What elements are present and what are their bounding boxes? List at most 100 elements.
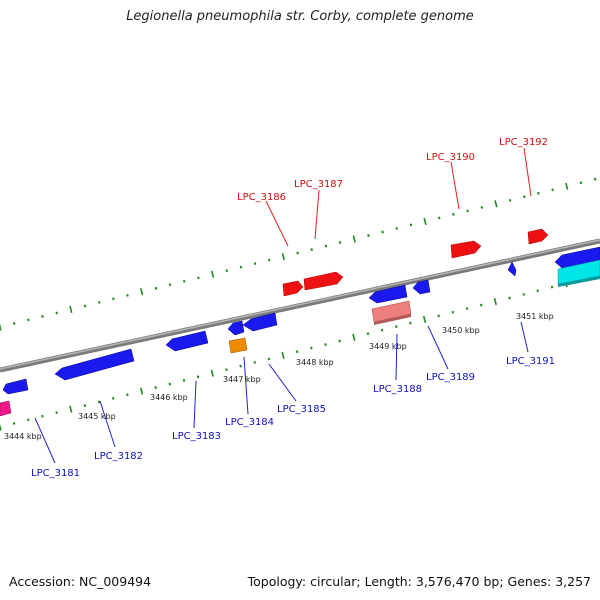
scale-label: 3449 kbp bbox=[369, 342, 407, 351]
gene-arrow-lpc-3190 bbox=[450, 240, 482, 259]
scale-label: 3447 kbp bbox=[223, 375, 261, 384]
minor-tick bbox=[452, 212, 455, 216]
minor-tick bbox=[27, 418, 30, 422]
minor-tick bbox=[154, 286, 158, 290]
minor-tick bbox=[508, 296, 511, 300]
genome-backbone-highlight bbox=[0, 239, 600, 370]
minor-tick bbox=[239, 364, 242, 368]
minor-tick bbox=[126, 293, 129, 297]
minor-tick bbox=[253, 262, 257, 266]
minor-tick bbox=[27, 318, 30, 322]
minor-tick bbox=[126, 393, 129, 397]
feature-magenta bbox=[0, 400, 12, 417]
gene-arrow-lpc-3192 bbox=[527, 228, 549, 245]
major-tick bbox=[281, 351, 285, 359]
gene-arrow-lpc-3187 bbox=[303, 271, 344, 291]
gene-arrow-lpc-3181 bbox=[2, 378, 29, 395]
minor-tick bbox=[83, 404, 87, 407]
forward-leader-lines bbox=[265, 147, 532, 247]
gene-arrow-lpc-3184 bbox=[227, 320, 245, 336]
minor-tick bbox=[536, 289, 540, 293]
major-tick bbox=[210, 270, 215, 278]
forward-genes bbox=[282, 228, 549, 297]
leader-lpc-3190 bbox=[450, 161, 460, 210]
minor-tick bbox=[380, 328, 384, 332]
minor-tick bbox=[579, 181, 583, 185]
scale-label: 3451 kbp bbox=[516, 312, 554, 321]
minor-tick bbox=[83, 304, 87, 308]
major-tick bbox=[0, 323, 2, 331]
gene-arrow-lpc-3188 bbox=[368, 284, 408, 304]
minor-tick bbox=[451, 310, 455, 314]
genome-backbone bbox=[0, 238, 600, 373]
minor-tick bbox=[537, 191, 540, 195]
gene-label-lpc-3182: LPC_3182 bbox=[94, 451, 143, 462]
scale-label: 3448 kbp bbox=[296, 358, 334, 367]
minor-tick bbox=[409, 321, 412, 325]
minor-tick bbox=[267, 357, 271, 361]
gene-label-lpc-3191: LPC_3191 bbox=[506, 356, 555, 367]
minor-tick bbox=[466, 209, 469, 213]
major-tick bbox=[69, 305, 73, 313]
major-tick bbox=[493, 297, 497, 306]
minor-tick bbox=[523, 195, 526, 199]
scale-label: 3446 kbp bbox=[150, 393, 188, 402]
leader-lpc-3183 bbox=[193, 380, 197, 429]
minor-tick bbox=[97, 300, 101, 304]
minor-tick bbox=[338, 339, 341, 343]
minor-tick bbox=[366, 332, 370, 336]
minor-tick bbox=[295, 350, 299, 354]
feature-cyan-shadow bbox=[558, 276, 600, 287]
minor-tick bbox=[239, 265, 243, 269]
minor-tick bbox=[225, 269, 228, 273]
minor-tick bbox=[338, 241, 342, 244]
minor-tick bbox=[550, 285, 554, 289]
minor-tick bbox=[395, 227, 398, 230]
minor-tick bbox=[395, 325, 398, 329]
gene-label-lpc-3190: LPC_3190 bbox=[426, 152, 475, 163]
minor-tick bbox=[97, 400, 101, 404]
leader-lpc-3191 bbox=[520, 321, 529, 353]
major-tick bbox=[422, 315, 427, 323]
gene-label-lpc-3188: LPC_3188 bbox=[373, 384, 422, 395]
other-features bbox=[0, 259, 600, 417]
major-tick bbox=[281, 253, 285, 261]
scale-label: 3450 kbp bbox=[442, 326, 480, 335]
minor-tick bbox=[508, 198, 512, 202]
leader-lpc-3182 bbox=[99, 400, 116, 448]
leader-lpc-3186 bbox=[265, 200, 289, 247]
minor-tick bbox=[253, 361, 256, 364]
leader-lpc-3192 bbox=[523, 147, 532, 197]
minor-tick bbox=[197, 276, 200, 280]
minor-tick bbox=[381, 230, 384, 234]
minor-tick bbox=[310, 248, 313, 252]
reverse-leader-lines bbox=[34, 321, 529, 464]
minor-tick bbox=[551, 188, 554, 192]
minor-tick bbox=[41, 414, 44, 418]
gene-label-lpc-3185: LPC_3185 bbox=[277, 404, 326, 415]
major-tick bbox=[352, 235, 356, 243]
minor-tick bbox=[324, 244, 328, 248]
minor-tick bbox=[196, 375, 200, 379]
gene-arrow-lpc-3183 bbox=[165, 330, 209, 352]
minor-tick bbox=[12, 422, 16, 425]
minor-tick bbox=[168, 283, 172, 287]
minor-tick bbox=[55, 411, 58, 415]
genome-summary: Topology: circular; Length: 3,576,470 bp… bbox=[247, 574, 591, 589]
major-tick bbox=[494, 200, 498, 208]
minor-tick bbox=[182, 279, 186, 283]
gene-arrow-lpc-3189 bbox=[412, 279, 431, 295]
gene-arrow-lpc-3186 bbox=[282, 280, 304, 297]
minor-tick bbox=[168, 382, 172, 386]
minor-tick bbox=[465, 307, 469, 311]
reverse-gene-labels: LPC_3181 LPC_3182 LPC_3183 LPC_3184 LPC_… bbox=[31, 356, 555, 479]
map-title: Legionella pneumophila str. Corby, compl… bbox=[126, 9, 474, 24]
accession-label: Accession: NC_009494 bbox=[9, 574, 152, 589]
feature-orange bbox=[228, 337, 248, 354]
leader-lpc-3188 bbox=[395, 333, 398, 381]
minor-tick bbox=[593, 177, 597, 181]
minor-tick bbox=[112, 297, 115, 301]
reverse-genes bbox=[2, 246, 600, 395]
minor-tick bbox=[296, 251, 299, 255]
minor-tick bbox=[324, 343, 327, 346]
